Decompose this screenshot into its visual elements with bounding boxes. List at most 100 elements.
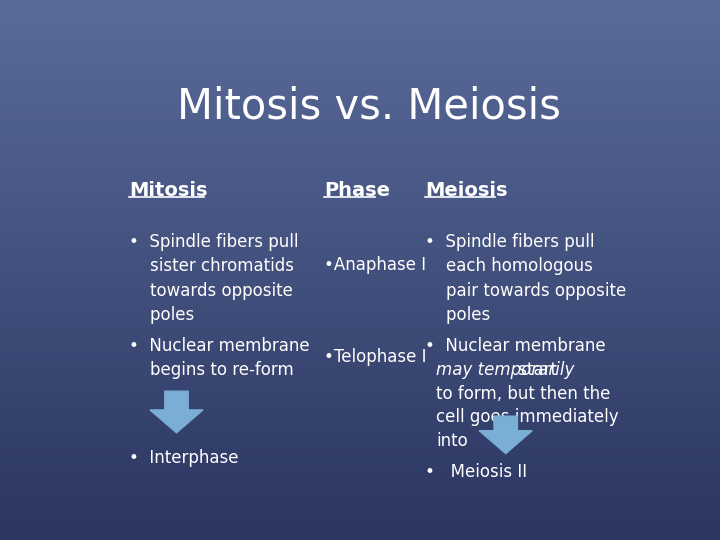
Bar [0,261,720,263]
Bar [0,279,720,281]
Bar [0,398,720,400]
Bar [0,59,720,61]
Bar [0,525,720,528]
Bar [0,157,720,158]
Text: •  Interphase: • Interphase [129,449,238,468]
Bar [0,463,720,464]
Bar [0,339,720,340]
Bar [0,191,720,193]
Bar [0,142,720,144]
Bar [0,99,720,101]
Bar [0,448,720,450]
Bar [0,324,720,326]
Bar [0,96,720,97]
Bar [0,266,720,268]
Bar [0,434,720,436]
Bar [0,70,720,72]
Bar [0,47,720,49]
Bar [0,104,720,106]
Bar [0,272,720,274]
Bar [0,85,720,86]
Bar [0,139,720,140]
Bar [0,498,720,501]
Bar [0,144,720,146]
Bar [0,288,720,290]
Bar [0,207,720,209]
Bar [0,299,720,301]
Bar [0,459,720,461]
Bar [0,151,720,153]
Bar [0,225,720,227]
Bar [0,374,720,376]
Bar [0,86,720,88]
Text: •  Nuclear membrane: • Nuclear membrane [425,337,606,355]
Bar [0,211,720,212]
Bar [0,385,720,387]
Bar [0,20,720,22]
Bar [0,340,720,342]
Bar [0,50,720,52]
Bar [0,524,720,525]
Bar [0,119,720,120]
Bar [0,282,720,285]
Bar [0,486,720,488]
FancyArrow shape [480,416,532,454]
Bar [0,9,720,11]
Bar [0,31,720,32]
Bar [0,336,720,339]
Bar [0,247,720,248]
Bar [0,479,720,481]
Bar [0,265,720,266]
FancyArrow shape [150,391,203,433]
Bar [0,209,720,211]
Bar [0,506,720,508]
Bar [0,133,720,135]
Bar [0,234,720,236]
Bar [0,258,720,259]
Bar [0,15,720,16]
Bar [0,331,720,333]
Bar [0,220,720,221]
Bar [0,92,720,93]
Text: •Anaphase I: •Anaphase I [324,256,426,274]
Bar [0,410,720,412]
Bar [0,443,720,444]
Bar [0,180,720,182]
Bar [0,481,720,482]
Bar [0,214,720,216]
Bar [0,22,720,23]
Bar [0,538,720,540]
Bar [0,252,720,254]
Bar [0,146,720,147]
Bar [0,529,720,531]
Bar [0,167,720,169]
Bar [0,466,720,468]
Bar [0,212,720,214]
Bar [0,509,720,511]
Bar [0,158,720,160]
Bar [0,471,720,474]
Bar [0,204,720,205]
Bar [0,110,720,112]
Bar [0,74,720,76]
Bar [0,113,720,115]
Bar [0,173,720,174]
Bar [0,477,720,479]
Bar [0,290,720,292]
Bar [0,112,720,113]
Bar [0,346,720,347]
Bar [0,254,720,255]
Bar [0,241,720,243]
Bar [0,493,720,495]
Text: to form, but then the: to form, but then the [436,384,611,402]
Bar [0,153,720,155]
Bar [0,200,720,201]
Bar [0,221,720,223]
Bar [0,54,720,56]
Bar [0,66,720,69]
Bar [0,412,720,414]
Bar [0,248,720,250]
Bar [0,380,720,382]
Bar [0,103,720,104]
Bar [0,263,720,265]
